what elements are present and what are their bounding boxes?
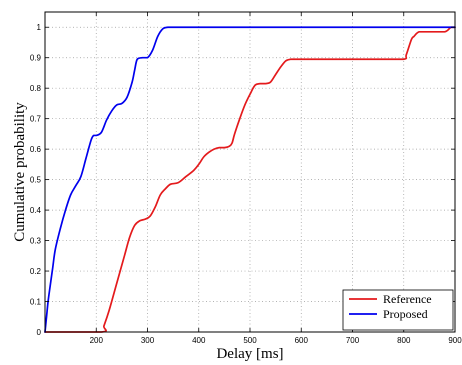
x-tick-label: 400 bbox=[192, 336, 206, 345]
y-tick-label: 0.7 bbox=[30, 115, 42, 124]
y-axis-label: Cumulative probability bbox=[12, 102, 28, 242]
x-tick-label: 800 bbox=[397, 336, 411, 345]
series-layer bbox=[44, 26, 456, 333]
x-tick-label: 300 bbox=[141, 336, 155, 345]
y-tick-label: 0.6 bbox=[30, 145, 42, 154]
y-tick-label: 0.8 bbox=[30, 84, 42, 93]
x-tick-label: 200 bbox=[90, 336, 104, 345]
y-tick-label: 0.3 bbox=[30, 237, 42, 246]
y-tick-label: 0 bbox=[37, 328, 42, 337]
x-axis-label: Delay [ms] bbox=[216, 346, 283, 362]
legend-entry: Reference bbox=[383, 292, 432, 306]
y-tick-label: 0.9 bbox=[30, 54, 42, 63]
y-tick-label: 0.4 bbox=[30, 206, 42, 215]
y-tick-label: 1 bbox=[37, 23, 42, 32]
x-tick-label: 500 bbox=[243, 336, 257, 345]
y-tick-label: 0.2 bbox=[30, 267, 42, 276]
x-tick-label: 600 bbox=[295, 336, 309, 345]
y-tick-label: 0.1 bbox=[30, 298, 42, 307]
legend-entry: Proposed bbox=[383, 307, 428, 321]
series-line-reference bbox=[44, 26, 456, 333]
x-tick-label: 700 bbox=[346, 336, 360, 345]
ticks: 200 300 400 500 600 700 800 900 0 0.1 0.2 0.3 0.4 0.5… bbox=[30, 12, 462, 345]
x-tick-label: 900 bbox=[448, 336, 462, 345]
series-line-proposed bbox=[44, 26, 456, 333]
y-tick-label: 0.5 bbox=[30, 176, 42, 185]
legend-box bbox=[342, 289, 454, 331]
